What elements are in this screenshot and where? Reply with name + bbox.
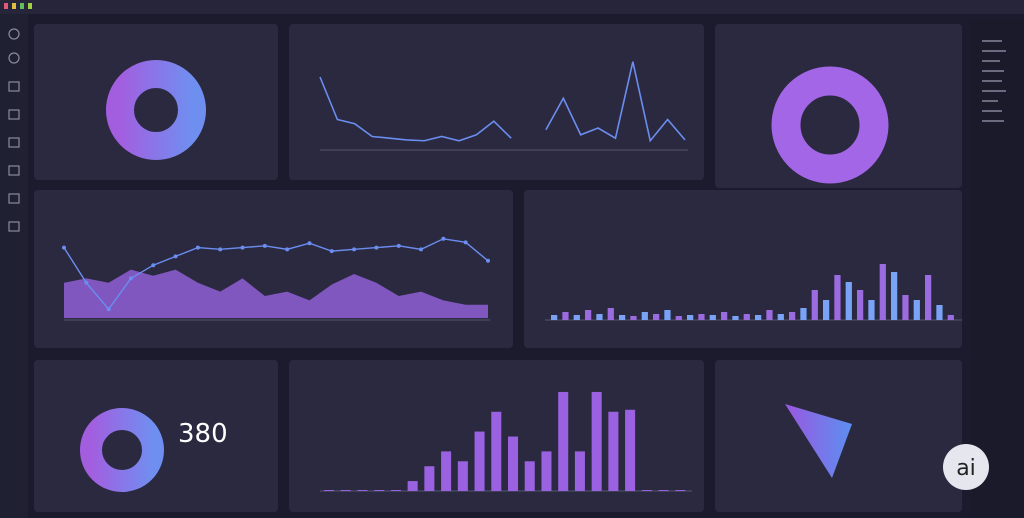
line-point [285, 247, 290, 252]
bar [340, 490, 351, 491]
line [319, 61, 686, 143]
bar [457, 461, 468, 491]
line-point [84, 280, 89, 285]
bar [743, 314, 750, 320]
bar [789, 312, 796, 320]
bar [573, 315, 580, 320]
line-point [106, 307, 111, 312]
bar [811, 290, 818, 320]
bar [474, 431, 485, 491]
bar [574, 451, 585, 491]
line-point [307, 241, 312, 246]
bar [596, 314, 603, 320]
bar [947, 315, 954, 320]
bar [925, 275, 932, 320]
bar [491, 411, 502, 491]
bar [698, 314, 705, 320]
bar [562, 312, 569, 320]
bar [800, 308, 807, 320]
line-point [374, 245, 379, 250]
badge-text[interactable]: ai [956, 456, 976, 481]
bar [834, 275, 841, 320]
line-point [240, 245, 245, 250]
bar [424, 466, 435, 491]
bar [709, 315, 716, 320]
right-panel [970, 20, 1024, 518]
bar [857, 290, 864, 320]
bar [374, 490, 385, 491]
bar [630, 316, 637, 320]
line-point [486, 258, 490, 263]
bar [407, 481, 418, 491]
line-point [151, 263, 156, 268]
bar [390, 490, 401, 491]
bar [902, 295, 909, 320]
area [64, 269, 488, 318]
line-point [218, 247, 223, 252]
bar [664, 310, 671, 320]
line-point [195, 245, 200, 250]
line-point [62, 245, 66, 250]
line-point [128, 276, 133, 281]
line [63, 238, 489, 311]
bar [891, 272, 898, 320]
pie-slice [785, 404, 852, 478]
right-panel-lines [982, 40, 1006, 122]
bar [551, 315, 558, 320]
bar [441, 451, 452, 491]
bar [868, 300, 875, 320]
bar [721, 312, 728, 320]
kpi-value: 380 [178, 419, 228, 449]
line-point [441, 236, 446, 241]
line-point [329, 249, 334, 254]
bar [585, 310, 592, 320]
window-dots [4, 3, 32, 9]
bar [541, 451, 552, 491]
sidebar [0, 14, 28, 518]
title-bar [0, 0, 1024, 14]
bar [777, 314, 784, 320]
badge[interactable] [943, 444, 989, 490]
bar [653, 314, 660, 320]
bar [675, 490, 686, 491]
bar [524, 461, 535, 491]
bar [675, 316, 682, 320]
bar [845, 282, 852, 320]
bar [357, 490, 368, 491]
line-point [352, 247, 357, 252]
bar [641, 312, 648, 320]
bar [732, 316, 739, 320]
line-point [173, 254, 178, 259]
bar [766, 310, 773, 320]
bar [619, 315, 626, 320]
bar [558, 391, 569, 491]
line-point [262, 243, 267, 248]
bar [936, 305, 943, 320]
bar [687, 315, 694, 320]
bar [608, 411, 619, 491]
bar [641, 490, 652, 491]
line-point [396, 243, 401, 248]
bar [755, 315, 762, 320]
bar [508, 436, 519, 491]
bar [591, 391, 602, 491]
donuts [80, 60, 889, 492]
bar [879, 264, 886, 320]
bar [625, 409, 636, 491]
line-point [419, 247, 424, 252]
bar [607, 308, 614, 320]
sidebar-icons[interactable] [8, 28, 20, 232]
bar [324, 490, 335, 491]
line-point [463, 240, 468, 245]
bar [913, 300, 920, 320]
bar [658, 490, 669, 491]
bar [823, 300, 830, 320]
